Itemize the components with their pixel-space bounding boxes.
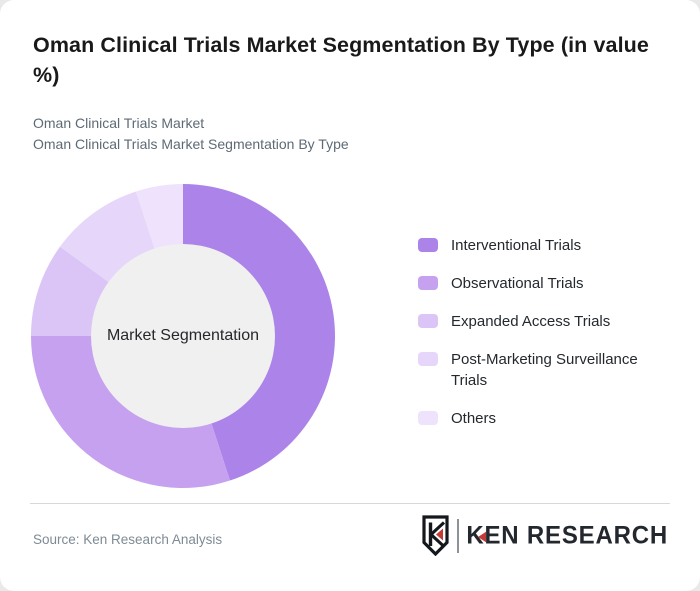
chart-legend: Interventional Trials Observational Trial… <box>418 235 673 429</box>
legend-swatch-icon <box>418 238 438 252</box>
donut-inner-circle <box>91 244 275 428</box>
legend-label: Others <box>451 410 497 427</box>
legend-swatch-icon <box>418 314 438 328</box>
legend-label: Observational Trials <box>451 275 584 292</box>
chart-subtitle: Oman Clinical Trials Market Oman Clinica… <box>33 113 349 155</box>
legend-label: Post-Marketing Surveillance Trials <box>451 351 638 389</box>
logo-letter-k: K <box>466 520 486 550</box>
legend-label: Expanded Access Trials <box>451 313 611 330</box>
logo-divider <box>457 518 460 553</box>
legend-item: Post-Marketing Surveillance Trials <box>418 349 673 391</box>
source-text: Source: Ken Research Analysis <box>33 532 223 547</box>
subtitle-line-1: Oman Clinical Trials Market <box>33 115 205 131</box>
legend-swatch-icon <box>418 411 438 425</box>
logo-text: K EN RESEARCH <box>466 520 668 550</box>
legend-item: Interventional Trials <box>418 235 673 256</box>
shield-k-icon <box>422 515 449 556</box>
legend-item: Expanded Access Trials <box>418 311 673 332</box>
legend-swatch-icon <box>418 352 438 366</box>
legend-item: Observational Trials <box>418 273 673 294</box>
footer-divider <box>30 503 670 504</box>
ken-research-logo: K EN RESEARCH <box>421 515 668 556</box>
donut-chart-svg <box>31 184 335 488</box>
legend-swatch-icon <box>418 276 438 290</box>
page-title: Oman Clinical Trials Market Segmentation… <box>33 33 649 87</box>
legend-label: Interventional Trials <box>451 237 582 254</box>
subtitle-line-2: Oman Clinical Trials Market Segmentation… <box>33 136 349 152</box>
red-triangle-icon <box>477 531 486 543</box>
donut-chart: Market Segmentation <box>28 181 338 491</box>
legend-item: Others <box>418 408 673 429</box>
